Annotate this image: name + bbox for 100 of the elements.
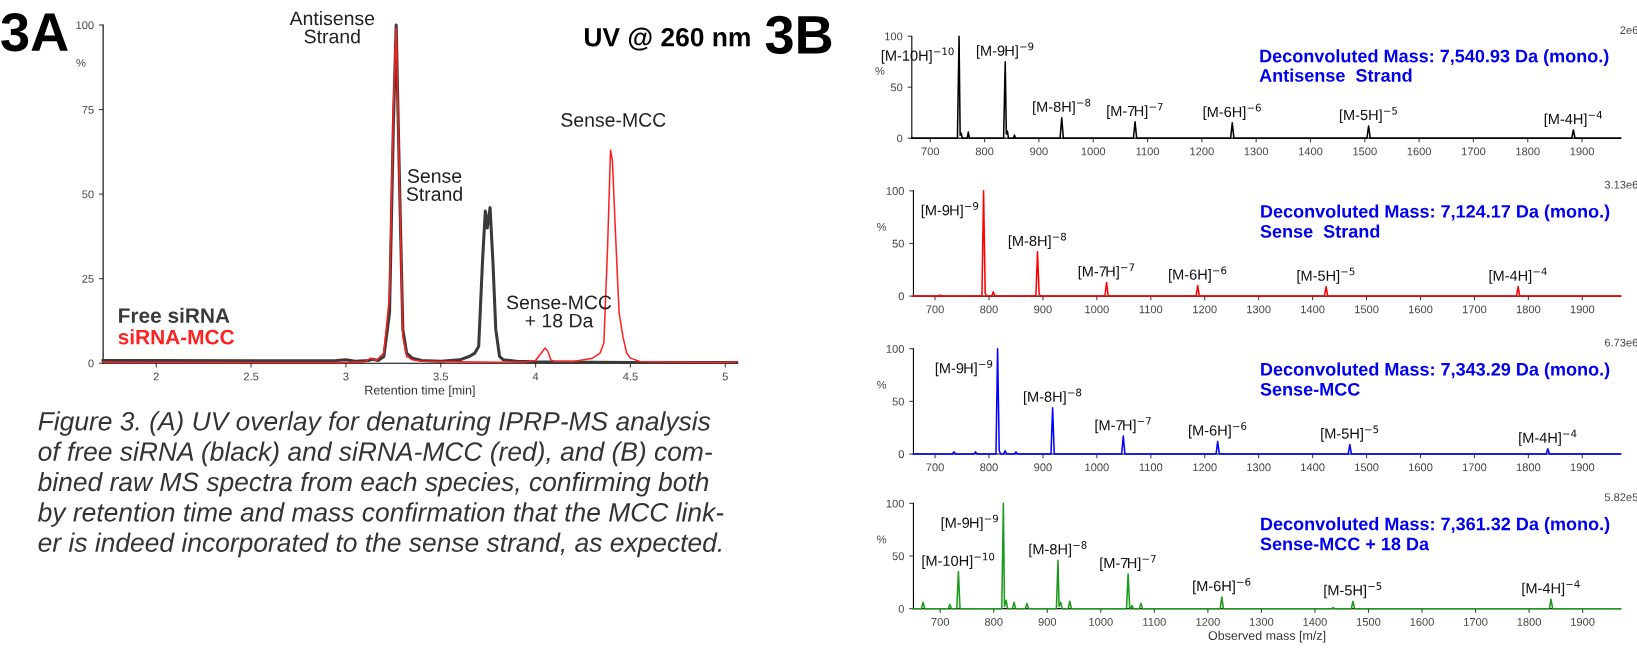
annotation: [M-6H]$^{−6}$ xyxy=(1193,577,1251,595)
x-tick-label: 900 xyxy=(1030,147,1048,156)
y-tick-label: 0 xyxy=(898,450,904,459)
y-tick-label: 100 xyxy=(886,187,904,195)
line-series xyxy=(912,502,1622,610)
annotation: [M-6H]$^{−6}$ xyxy=(1189,422,1247,439)
x-axis-title: Observed mass [m/z] xyxy=(1208,630,1326,643)
annotation: [M-5H]$^{−5}$ xyxy=(1321,425,1379,442)
x-tick-label: 1900 xyxy=(1570,147,1594,156)
text: Antisense Strand xyxy=(1259,68,1412,82)
annotation: [M-10H]$^{−10}$ xyxy=(922,552,995,569)
y-tick-label: 25 xyxy=(82,274,94,283)
x-tick-label: 1800 xyxy=(1516,463,1541,472)
x-tick-label: 1700 xyxy=(1461,147,1486,156)
x-tick-label: 1600 xyxy=(1410,617,1434,626)
x-tick-label: 1300 xyxy=(1244,147,1269,156)
x-tick-label: 1800 xyxy=(1517,617,1542,626)
text: Sense-MCC + 18 Da xyxy=(1260,537,1430,551)
annotation: [M-4H]$^{−4}$ xyxy=(1489,267,1547,284)
x-tick-label: 3.5 xyxy=(433,372,449,381)
text: Deconvoluted Mass: 7,540.93 Da (mono.) xyxy=(1260,49,1609,67)
text: Sense Strand xyxy=(1260,224,1380,238)
x-tick-label: 700 xyxy=(921,147,940,156)
x-tick-label: 800 xyxy=(980,463,998,472)
annotation: [M-5H]$^{−5}$ xyxy=(1297,267,1355,284)
x-tick-label: 1600 xyxy=(1408,463,1433,472)
x-tick-label: 1500 xyxy=(1355,305,1379,314)
y-axis-title: % xyxy=(877,535,887,544)
x-tick-label: 1500 xyxy=(1355,463,1379,472)
x-tick-label: 1000 xyxy=(1085,463,1109,472)
x-tick-label: 800 xyxy=(980,305,998,314)
x-axis-title: Retention time [min] xyxy=(365,385,475,398)
annotation: [M-4H]$^{−4}$ xyxy=(1522,580,1580,597)
y-axis-title: % xyxy=(877,222,887,231)
x-tick-label: 1200 xyxy=(1193,305,1217,314)
x-tick-label: 1900 xyxy=(1570,463,1595,472)
text: 2e6 xyxy=(1620,26,1637,34)
annotation: [M-9H]$^{−9}$ xyxy=(976,42,1034,59)
x-tick-label: 1400 xyxy=(1301,305,1325,314)
x-tick-label: 900 xyxy=(1034,305,1052,314)
caption: Figure 3. (A) UV overlay for denaturing IPRP-MS analysis of free siRNA (black) and siRNA-MCC (red), and (B) com- bined raw MS spectra from each species, confirming both by retention time and mass confirmation that the MCC link- er is indeed incorporated to the sense strand, as expected. xyxy=(38,411,724,558)
y-tick-label: 50 xyxy=(892,552,904,561)
annotation: [M-9H]$^{−9}$ xyxy=(921,202,979,219)
text: 3A xyxy=(1,13,68,52)
annotation: [M-7H]$^{−7}$ xyxy=(1100,554,1156,571)
text: Deconvoluted Mass: 7,361.32 Da (mono.) xyxy=(1261,517,1610,534)
y-axis-title: % xyxy=(875,66,885,75)
x-tick-label: 2.5 xyxy=(243,372,259,381)
x-tick-label: 700 xyxy=(926,305,944,314)
x-tick-label: 1200 xyxy=(1193,463,1217,472)
x-tick-label: 1100 xyxy=(1143,617,1166,626)
x-tick-label: 900 xyxy=(1038,617,1057,626)
y-axis-title: % xyxy=(76,58,86,67)
text: 5.82e5 xyxy=(1604,493,1637,502)
x-tick-label: 1600 xyxy=(1407,147,1432,156)
annotation: [M-8H]$^{−8}$ xyxy=(1008,232,1067,249)
x-tick-label: 1000 xyxy=(1081,147,1106,156)
annotation: [M-5H]$^{−5}$ xyxy=(1339,106,1397,124)
x-tick-label: 1900 xyxy=(1570,305,1595,314)
x-tick-label: 1700 xyxy=(1462,305,1487,314)
y-tick-label: 50 xyxy=(892,397,904,406)
y-axis-title: % xyxy=(877,380,887,389)
text: Deconvoluted Mass: 7,124.17 Da (mono.) xyxy=(1261,204,1610,222)
y-tick-label: 75 xyxy=(82,105,94,114)
x-tick-label: 2 xyxy=(153,372,159,381)
x-tick-label: 700 xyxy=(931,617,950,626)
x-tick-label: 4.5 xyxy=(622,372,638,381)
y-tick-label: 100 xyxy=(886,345,904,353)
y-tick-label: 50 xyxy=(82,190,94,199)
x-tick-label: 1900 xyxy=(1571,617,1595,626)
x-tick-label: 900 xyxy=(1034,463,1052,472)
x-tick-label: 1600 xyxy=(1408,305,1433,314)
annotation: [M-7H]$^{−7}$ xyxy=(1095,417,1151,434)
text: 6.73e6 xyxy=(1604,338,1637,347)
line-series xyxy=(912,190,1622,297)
x-tick-label: 1000 xyxy=(1085,305,1109,314)
x-tick-label: 1000 xyxy=(1089,617,1113,626)
x-tick-label: 1100 xyxy=(1136,147,1160,156)
x-tick-label: 800 xyxy=(984,617,1003,626)
y-tick-label: 50 xyxy=(890,83,903,92)
y-tick-label: 0 xyxy=(897,134,903,143)
x-tick-label: 1200 xyxy=(1196,617,1220,626)
y-tick-label: 100 xyxy=(886,499,904,508)
y-tick-label: 50 xyxy=(892,239,904,248)
annotation: [M-7H]$^{−7}$ xyxy=(1078,263,1135,280)
x-tick-label: 1200 xyxy=(1190,147,1214,156)
x-tick-label: 1500 xyxy=(1356,617,1381,626)
x-tick-label: 1500 xyxy=(1353,147,1377,156)
x-tick-label: 1100 xyxy=(1139,305,1163,314)
x-tick-label: 1800 xyxy=(1516,305,1541,314)
annotation: [M-8H]$^{−8}$ xyxy=(1033,98,1091,115)
annotation: [M-8H]$^{−8}$ xyxy=(1029,541,1087,558)
text: 3B xyxy=(765,15,832,55)
x-tick-label: 1300 xyxy=(1247,463,1271,472)
x-tick-label: 1800 xyxy=(1516,147,1540,156)
y-tick-label: 0 xyxy=(898,292,904,301)
y-tick-label: 0 xyxy=(898,604,904,613)
x-tick-label: 1400 xyxy=(1298,147,1323,156)
annotation: [M-5H]$^{−5}$ xyxy=(1324,582,1382,599)
x-tick-label: 4 xyxy=(532,372,539,381)
